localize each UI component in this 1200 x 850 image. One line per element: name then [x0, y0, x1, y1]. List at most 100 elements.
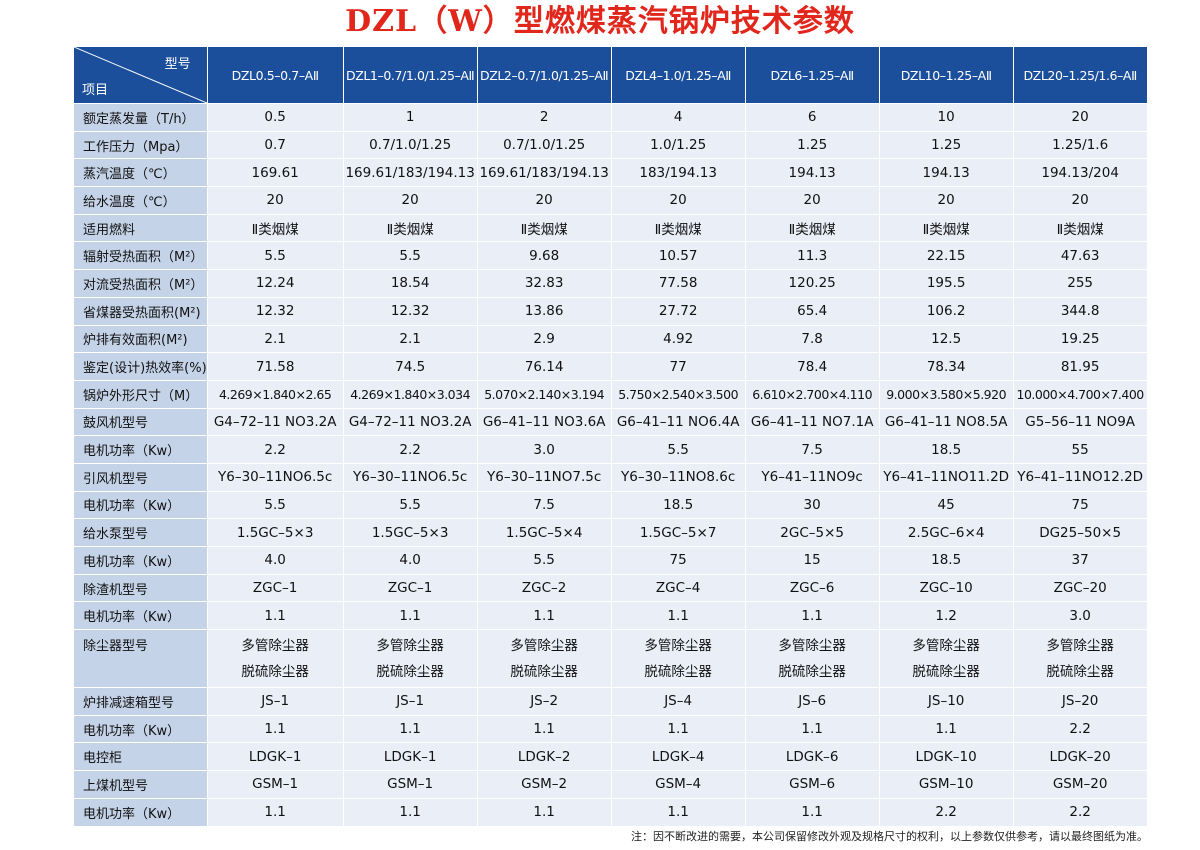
- table-cell: GSM–1: [342, 770, 478, 799]
- table-cell: Y6–41–11NO12.2D: [1012, 462, 1148, 492]
- cell-line: 脱硫除尘器: [376, 663, 444, 680]
- table-cell: ZGC–4: [610, 573, 746, 603]
- table-cell: 78.4: [744, 352, 880, 381]
- model-header: DZL6–1.25–AⅡ: [744, 46, 880, 104]
- table-cell: 1.1: [342, 797, 478, 827]
- table-cell: 7.5: [476, 490, 612, 520]
- table-cell: 18.5: [878, 546, 1014, 575]
- table-cell: GSM–20: [1012, 770, 1148, 799]
- table-cell: 11.3: [744, 241, 880, 271]
- table-cell: ZGC–20: [1012, 573, 1148, 603]
- table-row: 工作压力（Mpa） 0.7 0.7/1.0/1.25 0.7/1.0/1.25 1.0/…: [73, 130, 1148, 160]
- table-cell: 9.68: [476, 241, 612, 271]
- table-cell: 13.86: [476, 296, 612, 326]
- table-cell: 1.25: [878, 130, 1014, 160]
- table-cell: JS–1: [206, 687, 344, 716]
- table-cell: 18.54: [342, 269, 478, 298]
- row-label: 电机功率（Kw）: [73, 797, 208, 827]
- table-cell: GSM–1: [206, 770, 344, 799]
- table-cell: 2.2: [342, 435, 478, 464]
- table-row: 电机功率（Kw） 1.1 1.1 1.1 1.1 1.1 2.2 2.2: [73, 797, 1148, 827]
- table-row: 蒸汽温度（℃） 169.61 169.61/183/194.13 169.61/183…: [73, 158, 1148, 188]
- table-cell: 255: [1012, 269, 1148, 298]
- row-label: 除渣机型号: [73, 573, 208, 603]
- row-label: 电控柜: [73, 742, 208, 772]
- table-cell: 106.2: [878, 296, 1014, 326]
- table-body: 额定蒸发量（T/h） 0.5 1 2 4 6 10 20 工作压力（Mpa） 0.7 0.7/1.0…: [73, 103, 1148, 827]
- table-row: 适用燃料 Ⅱ类烟煤 Ⅱ类烟煤 Ⅱ类烟煤 Ⅱ类烟煤 Ⅱ类烟煤 Ⅱ类烟煤 Ⅱ类烟煤: [73, 213, 1148, 243]
- table-cell: 5.5: [610, 435, 746, 464]
- model-header: DZL2–0.7/1.0/1.25–AⅡ: [476, 46, 612, 104]
- table-cell: 3.0: [1012, 601, 1148, 631]
- table-cell: 0.5: [206, 103, 344, 132]
- table-cell: 1.2: [878, 601, 1014, 631]
- row-label: 省煤器受热面积(M²): [73, 296, 208, 326]
- table-cell: G6–41–11 NO7.1A: [744, 407, 880, 437]
- table-cell: LDGK–2: [476, 742, 612, 772]
- table-cell: 10.57: [610, 241, 746, 271]
- table-cell: 2.5GC–6×4: [878, 518, 1014, 547]
- row-label: 给水泵型号: [73, 518, 208, 547]
- table-cell: 120.25: [744, 269, 880, 298]
- table-cell: LDGK–6: [744, 742, 880, 772]
- table-cell: 2.2: [878, 797, 1014, 827]
- row-label: 鼓风机型号: [73, 407, 208, 437]
- table-cell: Ⅱ类烟煤: [342, 213, 478, 243]
- table-cell: 0.7: [206, 130, 344, 160]
- cell-line: 脱硫除尘器: [778, 663, 846, 680]
- table-cell: 4.0: [342, 546, 478, 575]
- table-cell: JS–1: [342, 687, 478, 716]
- table-cell: GSM–4: [610, 770, 746, 799]
- table-cell: 多管除尘器 脱硫除尘器: [744, 629, 880, 689]
- table-cell: JS–2: [476, 687, 612, 716]
- model-header: DZL4–1.0/1.25–AⅡ: [610, 46, 746, 104]
- table-cell: G6–41–11 NO3.6A: [476, 407, 612, 437]
- cell-line: 多管除尘器: [912, 637, 980, 654]
- table-cell: 81.95: [1012, 352, 1148, 381]
- cell-line: 多管除尘器: [376, 637, 444, 654]
- table-cell: 7.5: [744, 435, 880, 464]
- row-label: 炉排减速箱型号: [73, 687, 208, 716]
- table-cell: 18.5: [878, 435, 1014, 464]
- table-cell: 1.1: [206, 797, 344, 827]
- table-cell: 76.14: [476, 352, 612, 381]
- table-row: 给水泵型号 1.5GC–5×3 1.5GC–5×3 1.5GC–5×4 1.5GC–5×…: [73, 518, 1148, 547]
- table-cell: 20: [1012, 186, 1148, 215]
- table-cell: 10: [878, 103, 1014, 132]
- table-cell: 2: [476, 103, 612, 132]
- table-cell: 多管除尘器 脱硫除尘器: [878, 629, 1014, 689]
- row-label: 电机功率（Kw）: [73, 435, 208, 464]
- table-cell: 6: [744, 103, 880, 132]
- row-label: 引风机型号: [73, 462, 208, 492]
- table-cell: 4.0: [206, 546, 344, 575]
- row-label: 对流受热面积（M²）: [73, 269, 208, 298]
- corner-model-label: 型号: [164, 57, 191, 72]
- table-cell: 多管除尘器 脱硫除尘器: [476, 629, 612, 689]
- table-cell: 1.1: [878, 714, 1014, 744]
- page-title: DZL（W）型燃煤蒸汽锅炉技术参数: [345, 4, 855, 39]
- table-cell: ZGC–1: [206, 573, 344, 603]
- table-row: 额定蒸发量（T/h） 0.5 1 2 4 6 10 20: [73, 103, 1148, 132]
- table-cell: 15: [744, 546, 880, 575]
- table-cell: 55: [1012, 435, 1148, 464]
- table-row: 鼓风机型号 G4–72–11 NO3.2A G4–72–11 NO3.2A G6–41…: [73, 407, 1148, 437]
- table-cell: 169.61/183/194.13: [342, 158, 478, 188]
- table-cell: 多管除尘器 脱硫除尘器: [206, 629, 344, 689]
- row-label: 电机功率（Kw）: [73, 546, 208, 575]
- table-cell: 169.61: [206, 158, 344, 188]
- table-cell: 4.92: [610, 324, 746, 354]
- table-row: 电机功率（Kw） 1.1 1.1 1.1 1.1 1.1 1.2 3.0: [73, 601, 1148, 631]
- table-cell: G4–72–11 NO3.2A: [206, 407, 344, 437]
- table-cell: LDGK–1: [342, 742, 478, 772]
- table-cell: LDGK–10: [878, 742, 1014, 772]
- row-label: 适用燃料: [73, 213, 208, 243]
- table-cell: 194.13: [744, 158, 880, 188]
- table-cell: 194.13/204: [1012, 158, 1148, 188]
- table-cell: 2.2: [1012, 714, 1148, 744]
- table-cell: 1.5GC–5×3: [206, 518, 344, 547]
- table-cell: 77: [610, 352, 746, 381]
- table-cell: JS–20: [1012, 687, 1148, 716]
- table-cell: 1.1: [476, 797, 612, 827]
- table-cell: Ⅱ类烟煤: [476, 213, 612, 243]
- row-label: 电机功率（Kw）: [73, 714, 208, 744]
